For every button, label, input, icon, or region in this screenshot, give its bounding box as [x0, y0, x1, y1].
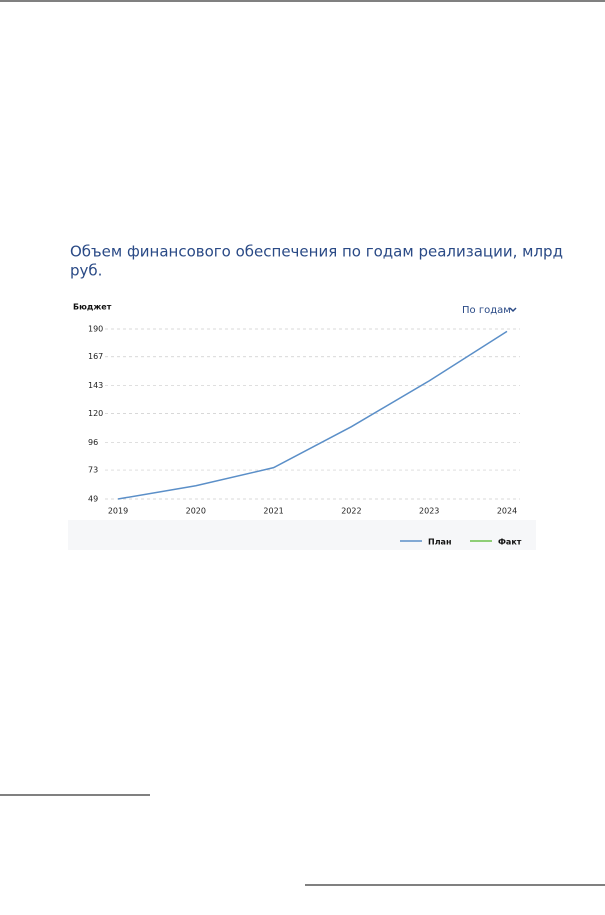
period-dropdown[interactable]: По годам: [462, 305, 517, 316]
x-tick-label: 2019: [108, 507, 128, 516]
dropdown-arrow[interactable]: [509, 307, 517, 313]
x-tick-label: 2020: [186, 507, 206, 516]
x-tick-label: 2023: [419, 507, 439, 516]
chart-footer-bg: [68, 520, 536, 550]
x-tick-label: 2022: [341, 507, 361, 516]
y-tick-label: 96: [88, 438, 98, 447]
chart-title: руб.: [70, 262, 102, 280]
y-tick-label: 190: [88, 325, 103, 334]
legend-label: План: [428, 538, 451, 547]
y-tick-label: 167: [88, 352, 103, 361]
y-tick-label: 49: [88, 495, 98, 504]
data-line: [117, 330, 508, 500]
y-tick-label: 120: [88, 409, 103, 418]
x-tick-label: 2024: [497, 507, 517, 516]
legend-label: Факт: [498, 538, 522, 547]
dropdown-label[interactable]: По годам: [462, 305, 511, 316]
y-axis-label: Бюджет: [73, 303, 112, 312]
y-tick-label: 73: [88, 466, 98, 475]
y-tick-label: 143: [88, 381, 103, 390]
chart-title: Объем финансового обеспечения по годам р…: [70, 243, 563, 261]
x-tick-label: 2021: [263, 507, 283, 516]
